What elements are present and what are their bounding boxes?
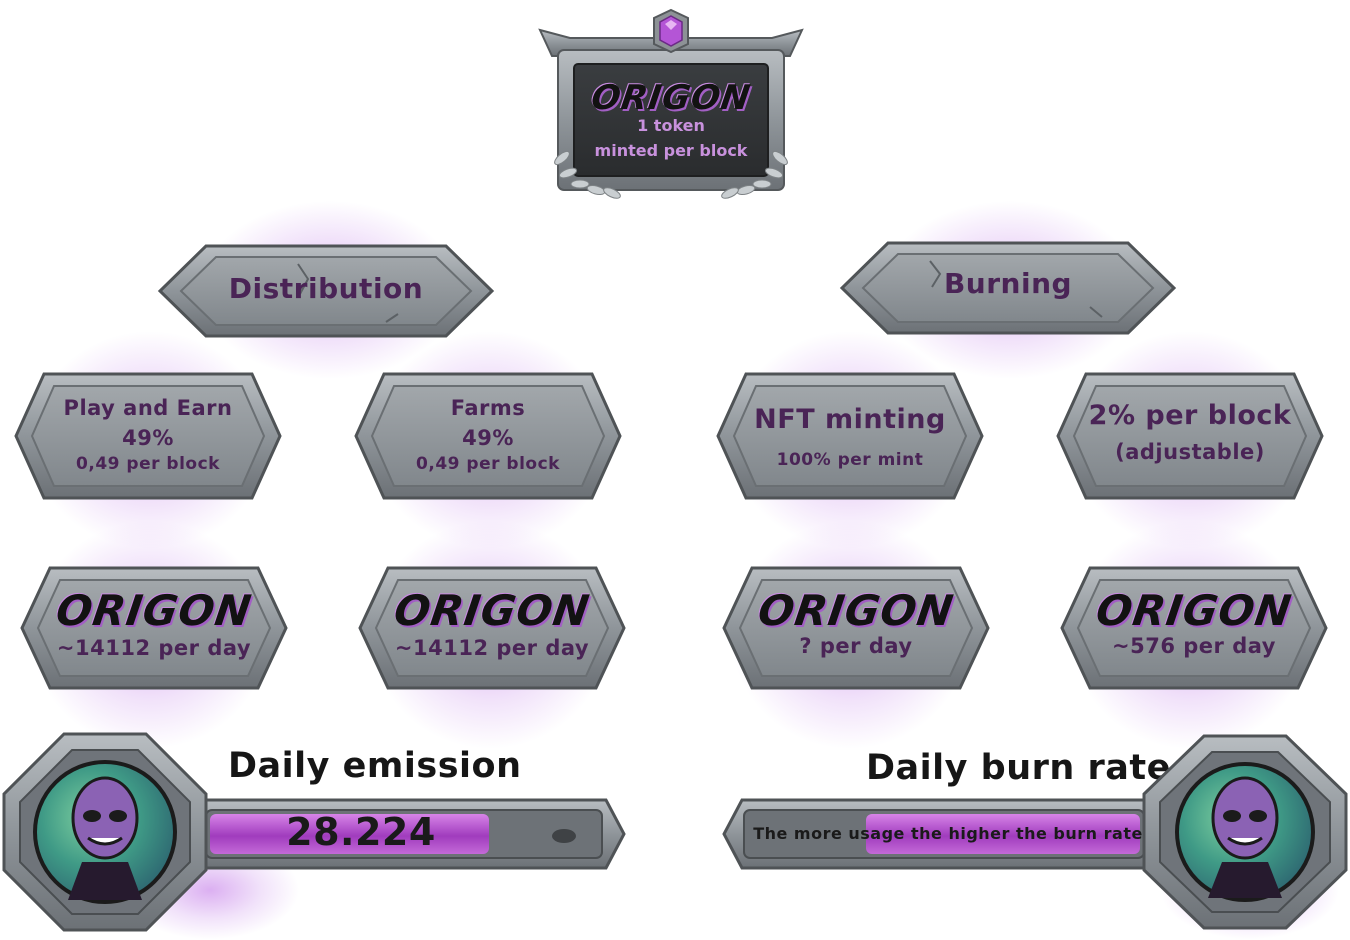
card-title: Play and Earn bbox=[63, 396, 233, 420]
distribution-banner: Distribution bbox=[157, 244, 495, 338]
daily-burn-rate-title: Daily burn rate bbox=[866, 748, 1171, 788]
burn-fill bbox=[866, 814, 1140, 854]
emission-value: 28.224 bbox=[286, 810, 436, 854]
burning-label: Burning bbox=[943, 267, 1073, 300]
origon-logo-text: ORIGON bbox=[588, 78, 754, 118]
token-amount: ? per day bbox=[799, 634, 913, 658]
card-percent: 49% bbox=[462, 426, 514, 450]
token-card-nft: ORIGON ? per day bbox=[722, 566, 990, 690]
burn-per-block-card: 2% per block (adjustable) bbox=[1056, 372, 1324, 500]
token-amount: ~14112 per day bbox=[56, 636, 252, 660]
emission-avatar-frame bbox=[2, 732, 208, 932]
origon-logo-text: ORIGON bbox=[1093, 586, 1295, 635]
card-title: NFT minting bbox=[754, 404, 946, 435]
token-amount: ~14112 per day bbox=[394, 636, 590, 660]
burn-text: The more usage the higher the burn rate bbox=[753, 824, 1143, 843]
origon-top-plaque: ORIGON 1 token minted per block bbox=[538, 8, 804, 204]
origon-logo-text: ORIGON bbox=[755, 586, 957, 635]
plaque-line1: 1 token bbox=[637, 116, 705, 135]
card-note: (adjustable) bbox=[1115, 440, 1265, 464]
token-card-farms: ORIGON ~14112 per day bbox=[358, 566, 626, 690]
alien-icon bbox=[1208, 776, 1282, 898]
play-and-earn-card: Play and Earn 49% 0,49 per block bbox=[14, 372, 282, 500]
origon-logo-text: ORIGON bbox=[53, 586, 255, 635]
card-percent: 49% bbox=[122, 426, 174, 450]
origon-logo-text: ORIGON bbox=[391, 586, 593, 635]
alien-icon bbox=[68, 776, 142, 900]
burning-banner: Burning bbox=[839, 241, 1177, 335]
daily-emission-title: Daily emission bbox=[228, 746, 522, 786]
emission-fill bbox=[210, 814, 489, 854]
card-rate: 100% per mint bbox=[776, 450, 924, 470]
card-rate: 0,49 per block bbox=[416, 454, 560, 474]
burn-bar: The more usage the higher the burn rate bbox=[722, 796, 1164, 872]
token-amount: ~576 per day bbox=[1112, 634, 1276, 658]
emission-bar: 28.224 bbox=[184, 796, 626, 872]
farms-card: Farms 49% 0,49 per block bbox=[354, 372, 622, 500]
card-rate: 0,49 per block bbox=[76, 454, 220, 474]
token-card-play-earn: ORIGON ~14112 per day bbox=[20, 566, 288, 690]
token-card-burn: ORIGON ~576 per day bbox=[1060, 566, 1328, 690]
burn-avatar-frame bbox=[1142, 734, 1348, 930]
card-title: 2% per block bbox=[1088, 400, 1292, 431]
plaque-line2: minted per block bbox=[594, 141, 748, 160]
card-title: Farms bbox=[450, 396, 526, 420]
distribution-label: Distribution bbox=[228, 272, 424, 305]
nft-minting-card: NFT minting 100% per mint bbox=[716, 372, 984, 500]
